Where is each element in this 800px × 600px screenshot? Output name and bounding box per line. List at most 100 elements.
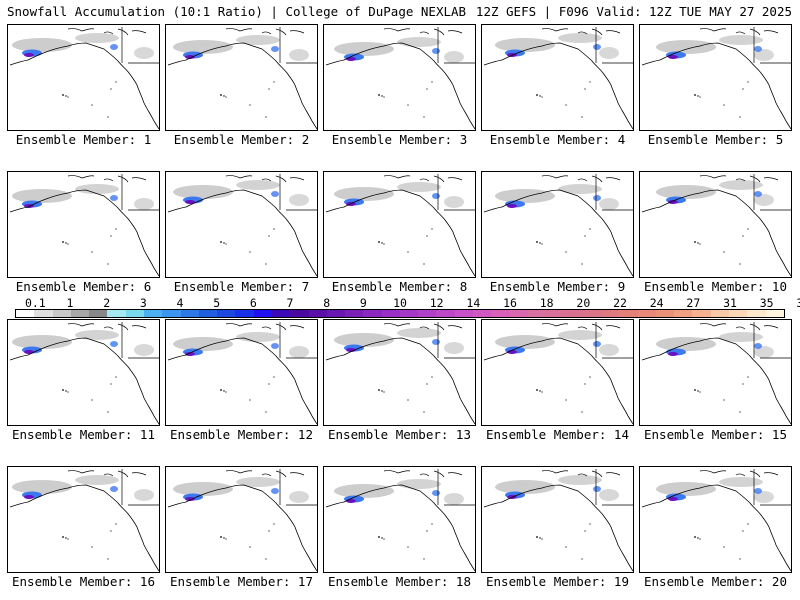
panel-caption: Ensemble Member: 14: [486, 427, 629, 442]
legend-label: 24: [649, 296, 664, 310]
legend-label: 7: [286, 296, 294, 310]
legend-label: 39: [796, 296, 800, 310]
legend-swatch: [16, 310, 35, 317]
legend-label: 20: [576, 296, 591, 310]
legend-swatch: [253, 310, 272, 317]
legend-label: 27: [686, 296, 701, 310]
panel-caption: Ensemble Member: 10: [644, 279, 787, 294]
valid-time: 12Z GEFS | F096 Valid: 12Z TUE MAY 27 20…: [475, 4, 792, 19]
panel-caption: Ensemble Member: 15: [644, 427, 787, 442]
panel-caption: Ensemble Member: 1: [15, 132, 152, 147]
panel-caption: Ensemble Member: 17: [170, 574, 313, 589]
panel-caption: Ensemble Member: 3: [331, 132, 468, 147]
panel-caption: Ensemble Member: 19: [486, 574, 629, 589]
panel-caption: Ensemble Member: 18: [328, 574, 471, 589]
legend-label: 22: [613, 296, 627, 310]
legend-swatch: [235, 310, 254, 317]
legend-swatch: [546, 310, 565, 317]
legend-label: 1: [66, 296, 74, 310]
legend-label: 35: [759, 296, 774, 310]
legend-swatch: [527, 310, 547, 317]
legend-label: 3: [139, 296, 147, 310]
legend-swatch: [125, 310, 144, 317]
snowfall-map: [323, 466, 476, 573]
snowfall-map: [7, 319, 160, 426]
legend-swatch: [399, 310, 419, 317]
ensemble-panel: Ensemble Member: 12: [165, 319, 318, 442]
snowfall-map: [165, 24, 318, 131]
ensemble-panel: Ensemble Member: 1: [7, 24, 160, 147]
legend-label: 12: [429, 296, 444, 310]
ensemble-panel: Ensemble Member: 10: [639, 171, 792, 294]
legend-swatch: [34, 310, 53, 317]
legend-swatch: [326, 310, 346, 317]
ensemble-panel: Ensemble Member: 3: [323, 24, 476, 147]
legend-label: 14: [466, 296, 481, 310]
legend-swatch: [491, 310, 510, 317]
snowfall-map: [7, 24, 160, 131]
panel-caption: Ensemble Member: 12: [170, 427, 313, 442]
legend-swatch: [564, 310, 583, 317]
legend-swatch: [582, 310, 601, 317]
panel-caption: Ensemble Member: 4: [489, 132, 626, 147]
legend-label: 18: [539, 296, 554, 310]
legend-swatch: [345, 310, 364, 317]
panel-caption: Ensemble Member: 8: [331, 279, 468, 294]
legend-swatch: [692, 310, 711, 317]
legend-swatch: [765, 310, 784, 317]
snowfall-map: [323, 171, 476, 278]
ensemble-panel: Ensemble Member: 7: [165, 171, 318, 294]
ensemble-panel: Ensemble Member: 8: [323, 171, 476, 294]
legend-swatch: [162, 310, 181, 317]
ensemble-panel: Ensemble Member: 18: [323, 466, 476, 589]
chart-title: Snowfall Accumulation (10:1 Ratio) | Col…: [7, 4, 467, 19]
panel-caption: Ensemble Member: 9: [489, 279, 626, 294]
legend-swatch: [271, 310, 291, 317]
panel-caption: Ensemble Member: 11: [12, 427, 155, 442]
ensemble-panel: Ensemble Member: 14: [481, 319, 634, 442]
legend-swatch: [290, 310, 309, 317]
legend-swatch: [473, 310, 492, 317]
ensemble-panel: Ensemble Member: 19: [481, 466, 634, 589]
ensemble-panel: Ensemble Member: 6: [7, 171, 160, 294]
panel-caption: Ensemble Member: 7: [173, 279, 310, 294]
legend-swatch: [509, 310, 528, 317]
legend-swatch: [710, 310, 729, 317]
legend-label: 9: [359, 296, 367, 310]
ensemble-panel: Ensemble Member: 11: [7, 319, 160, 442]
snowfall-map: [639, 466, 792, 573]
legend-label: 5: [213, 296, 221, 310]
ensemble-panel: Ensemble Member: 17: [165, 466, 318, 589]
legend-swatch: [363, 310, 382, 317]
legend-label: 16: [503, 296, 517, 310]
snowfall-map: [481, 319, 634, 426]
snowfall-map: [639, 171, 792, 278]
ensemble-panel: Ensemble Member: 15: [639, 319, 792, 442]
legend-label: 2: [103, 296, 111, 310]
snowfall-map: [165, 171, 318, 278]
legend-swatch: [70, 310, 90, 317]
legend-swatch: [728, 310, 748, 317]
legend-swatch: [143, 310, 163, 317]
panel-caption: Ensemble Member: 13: [328, 427, 471, 442]
legend-swatch: [436, 310, 455, 317]
legend-label: 0.1: [24, 296, 46, 310]
legend-swatch: [381, 310, 400, 317]
legend-swatch: [619, 310, 638, 317]
snowfall-map: [639, 319, 792, 426]
panel-caption: Ensemble Member: 5: [647, 132, 784, 147]
legend-label: 10: [393, 296, 407, 310]
legend-swatch: [89, 310, 108, 317]
legend-swatch: [637, 310, 656, 317]
snowfall-map: [481, 171, 634, 278]
legend-swatch: [601, 310, 620, 317]
legend-swatch: [674, 310, 693, 317]
legend-colorbar: [15, 309, 785, 318]
ensemble-panel: Ensemble Member: 4: [481, 24, 634, 147]
legend-label: 4: [176, 296, 184, 310]
snowfall-map: [481, 466, 634, 573]
legend-label: 8: [323, 296, 331, 310]
legend-swatch: [217, 310, 236, 317]
legend-label: 6: [249, 296, 257, 310]
snowfall-map: [7, 466, 160, 573]
